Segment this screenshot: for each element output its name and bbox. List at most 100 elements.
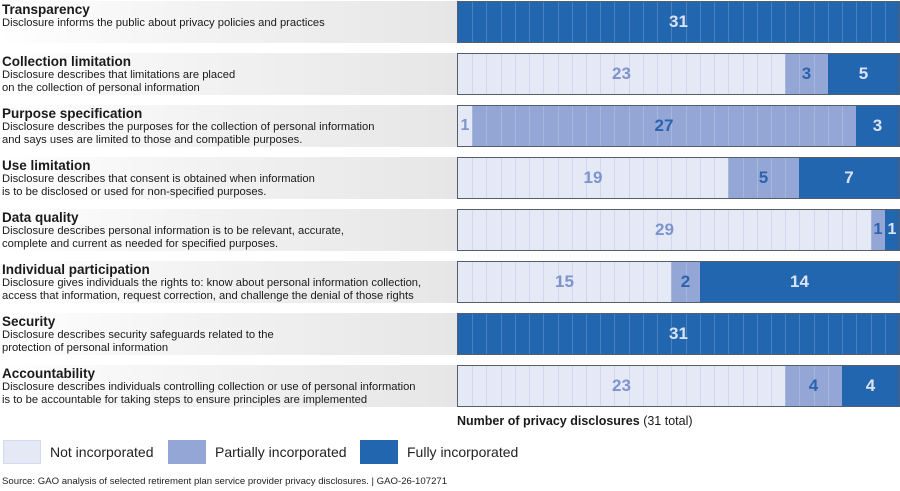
unit-gridline [472,158,473,198]
bar-segment-not-incorporated [458,106,472,146]
unit-gridline [586,366,587,406]
unit-gridline [743,210,744,250]
unit-gridline [515,158,516,198]
bar-value-label: 3 [801,64,812,83]
unit-gridline [543,2,544,42]
unit-gridline [614,210,615,250]
unit-gridline [586,54,587,94]
unit-gridline [600,210,601,250]
category-title: Purpose specification [2,106,143,121]
bar-value-label: 3 [872,116,883,135]
unit-gridline [700,54,701,94]
bar-segment-not-incorporated [458,262,671,302]
bar-segment-fully-incorporated [885,210,899,250]
unit-gridline [515,106,516,146]
unit-gridline [785,366,786,406]
unit-gridline [657,158,658,198]
unit-gridline [572,314,573,354]
unit-gridline [771,314,772,354]
bar-value-label: 1 [887,221,897,238]
unit-gridline [515,54,516,94]
unit-gridline [629,54,630,94]
unit-gridline [686,158,687,198]
unit-gridline [757,314,758,354]
unit-gridline [842,210,843,250]
bar-value-label: 23 [612,64,631,83]
bar-value-label: 29 [655,220,674,239]
category-label-panel: Collection limitation Disclosure describe… [0,53,457,95]
bar-value-label: 23 [612,376,631,395]
bar-segment-not-incorporated [458,210,871,250]
chart-row: Transparency Disclosure informs the publi… [0,1,900,43]
unit-gridline [501,262,502,302]
bar-value-label: 31 [669,12,688,31]
unit-gridline [743,366,744,406]
unit-gridline [572,54,573,94]
category-description: Disclosure describes personal informatio… [2,225,345,250]
bar-value-label: 7 [844,168,854,187]
category-title: Collection limitation [2,54,132,69]
chart-row: Data quality Disclosure describes persona… [0,209,900,251]
unit-gridline [572,366,573,406]
unit-gridline [700,210,701,250]
unit-gridline [871,210,872,250]
unit-gridline [871,2,872,42]
unit-gridline [657,106,658,146]
unit-gridline [714,106,715,146]
source-note: Source: GAO analysis of selected retirem… [2,476,448,487]
unit-gridline [486,158,487,198]
bar-segment-fully-incorporated [458,314,899,354]
unit-gridline [814,314,815,354]
unit-gridline [728,158,729,198]
category-title: Use limitation [2,158,91,173]
unit-gridline [501,106,502,146]
unit-gridline [814,54,815,94]
unit-gridline [600,158,601,198]
unit-gridline [714,2,715,42]
bar-segment-partially-incorporated [785,366,842,406]
unit-gridline [686,366,687,406]
unit-gridline [586,210,587,250]
unit-gridline [785,106,786,146]
unit-gridline [600,366,601,406]
unit-gridline [728,314,729,354]
unit-gridline [629,210,630,250]
unit-gridline [799,2,800,42]
bar-segment-not-incorporated [458,54,785,94]
unit-gridline [472,2,473,42]
unit-gridline [686,210,687,250]
legend-label: Not incorporated [50,444,154,460]
bar-value-label: 15 [555,272,574,291]
unit-gridline [529,210,530,250]
legend-label: Partially incorporated [215,444,347,460]
unit-gridline [515,262,516,302]
unit-gridline [486,210,487,250]
unit-gridline [799,314,800,354]
bar-value-label: 31 [669,324,688,343]
unit-gridline [543,210,544,250]
unit-gridline [885,2,886,42]
unit-gridline [743,106,744,146]
unit-gridline [529,158,530,198]
category-title: Individual participation [2,262,150,277]
chart-row: Security Disclosure describes security sa… [0,313,900,355]
category-description: Disclosure gives individuals the rights … [2,277,422,302]
bar-segment-fully-incorporated [842,366,899,406]
unit-gridline [643,158,644,198]
unit-gridline [700,158,701,198]
category-label-panel: Purpose specification Disclosure describe… [0,105,457,147]
stacked-bar: 23 4 4 [457,365,900,407]
unit-gridline [629,158,630,198]
category-title: Data quality [2,210,79,225]
unit-gridline [771,210,772,250]
unit-gridline [771,54,772,94]
unit-gridline [757,2,758,42]
unit-gridline [529,54,530,94]
unit-gridline [529,366,530,406]
category-label-panel: Accountability Disclosure describes indiv… [0,365,457,407]
unit-gridline [743,158,744,198]
unit-gridline [885,314,886,354]
unit-gridline [515,366,516,406]
category-title: Security [2,314,56,329]
unit-gridline [629,2,630,42]
